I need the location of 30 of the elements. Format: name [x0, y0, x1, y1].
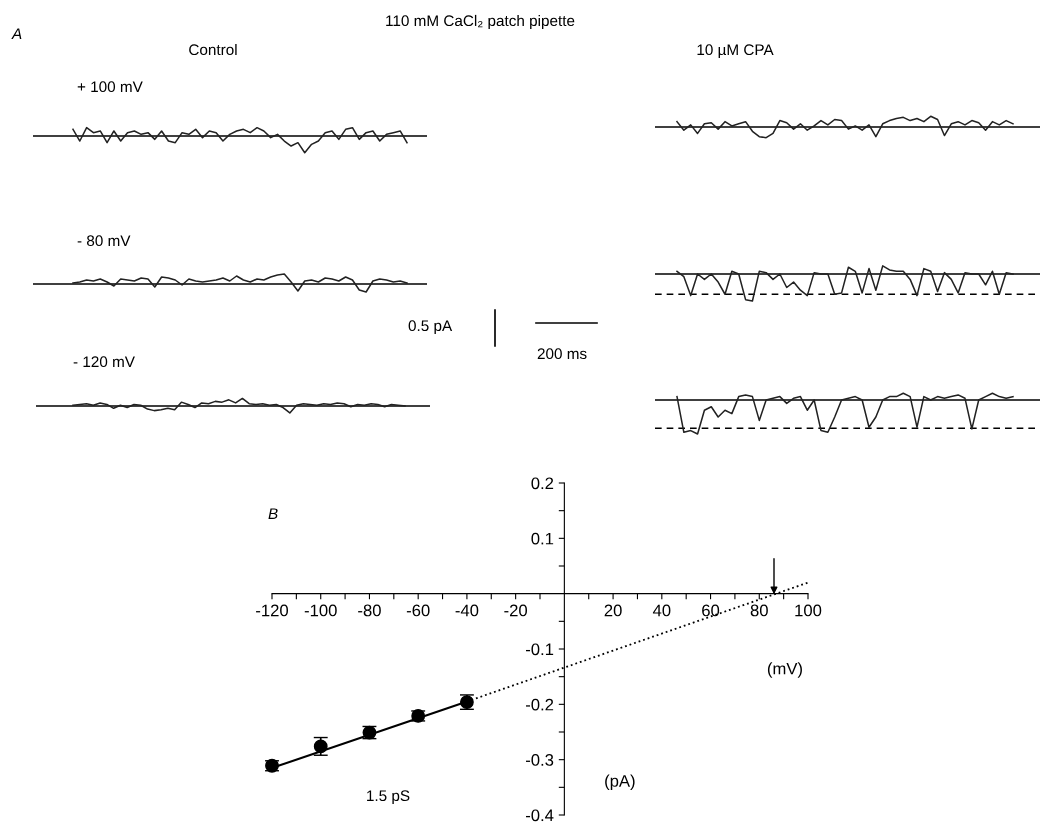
- annotation: B: [268, 508, 278, 519]
- x-tick-label: 20: [604, 604, 622, 617]
- x-tick-label: -100: [304, 604, 337, 617]
- text: 10 µM CPA: [697, 44, 774, 59]
- x-tick-label: -60: [406, 604, 430, 617]
- x-tick-label: -20: [504, 604, 528, 617]
- x-axis-title: (mV): [767, 662, 802, 678]
- annotation: 1.5 pS: [367, 790, 410, 805]
- chart-title: - 80 mV: [77, 235, 131, 247]
- x-tick-label: -120: [256, 604, 289, 617]
- chart-title: - 120 mV: [73, 356, 135, 368]
- y-tick-label: -0.2: [525, 698, 554, 711]
- x-tick-label: 60: [702, 604, 720, 617]
- text: A: [11, 28, 22, 39]
- y-tick-label: 0.1: [531, 532, 554, 545]
- x-tick-label: -80: [358, 604, 381, 617]
- x-tick-label: 100: [795, 604, 822, 617]
- text: Control: [189, 43, 237, 56]
- y-axis-title: (pA): [605, 774, 635, 791]
- x-tick-label: 40: [652, 604, 671, 617]
- x-tick-label: 80: [750, 604, 768, 617]
- x-tick-label: -40: [455, 604, 479, 617]
- y-tick-label: -0.1: [525, 643, 554, 656]
- y-tick-label: 0.2: [531, 477, 554, 490]
- chart-title: + 100 mV: [77, 81, 143, 93]
- text: 0.5 pA: [408, 320, 453, 335]
- y-tick-label: -0.3: [525, 754, 554, 766]
- y-tick-label: -0.4: [525, 809, 554, 822]
- text: 110 mM CaCl₂ patch pipette: [386, 14, 575, 30]
- text: 200 ms: [537, 348, 587, 360]
